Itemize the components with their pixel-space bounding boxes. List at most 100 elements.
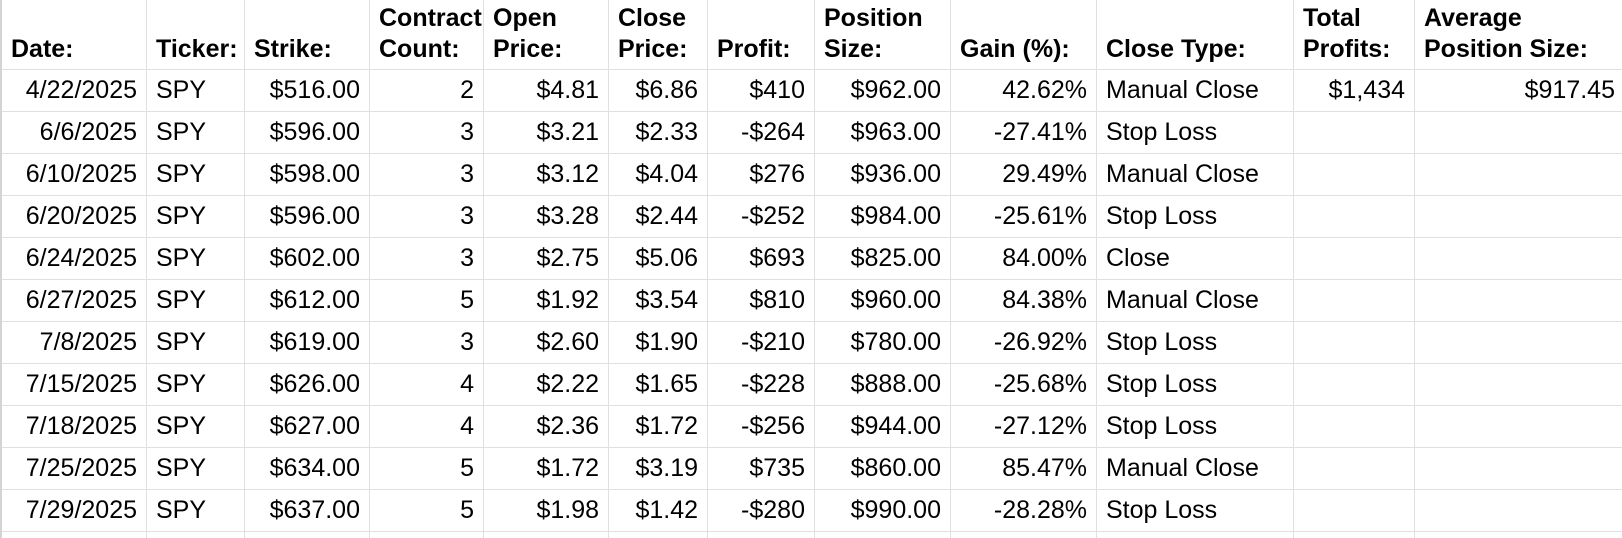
cell-date[interactable]: 7/29/2025 (2, 490, 147, 532)
cell-profit[interactable]: -$228 (708, 364, 815, 406)
cell-position-size[interactable]: $990.00 (815, 490, 951, 532)
empty-cell-position-size[interactable] (815, 532, 951, 538)
cell-close-type[interactable]: Manual Close (1097, 448, 1294, 490)
cell-close-type[interactable]: Stop Loss (1097, 322, 1294, 364)
cell-close-price[interactable]: $1.42 (609, 490, 708, 532)
cell-close-price[interactable]: $3.19 (609, 448, 708, 490)
cell-close-price[interactable]: $2.44 (609, 196, 708, 238)
cell-gain-pct[interactable]: -25.68% (951, 364, 1097, 406)
cell-avg-position-size[interactable] (1415, 280, 1622, 322)
cell-ticker[interactable]: SPY (147, 364, 245, 406)
cell-contract-count[interactable]: 5 (370, 280, 484, 322)
column-header-close-type[interactable]: Close Type: (1097, 0, 1294, 70)
cell-profit[interactable]: -$280 (708, 490, 815, 532)
cell-total-profits[interactable] (1294, 280, 1415, 322)
cell-position-size[interactable]: $963.00 (815, 112, 951, 154)
cell-open-price[interactable]: $2.36 (484, 406, 609, 448)
cell-close-price[interactable]: $1.72 (609, 406, 708, 448)
cell-open-price[interactable]: $2.22 (484, 364, 609, 406)
cell-profit[interactable]: $693 (708, 238, 815, 280)
cell-position-size[interactable]: $860.00 (815, 448, 951, 490)
cell-position-size[interactable]: $825.00 (815, 238, 951, 280)
cell-avg-position-size[interactable] (1415, 196, 1622, 238)
cell-contract-count[interactable]: 3 (370, 322, 484, 364)
cell-gain-pct[interactable]: -25.61% (951, 196, 1097, 238)
empty-cell-profit[interactable] (708, 532, 815, 538)
cell-contract-count[interactable]: 3 (370, 196, 484, 238)
cell-avg-position-size[interactable]: $917.45 (1415, 70, 1622, 112)
cell-date[interactable]: 6/27/2025 (2, 280, 147, 322)
cell-profit[interactable]: $276 (708, 154, 815, 196)
cell-open-price[interactable]: $3.28 (484, 196, 609, 238)
cell-profit[interactable]: $810 (708, 280, 815, 322)
cell-avg-position-size[interactable] (1415, 490, 1622, 532)
empty-cell-avg-position-size[interactable] (1415, 532, 1622, 538)
column-header-profit[interactable]: Profit: (708, 0, 815, 70)
cell-ticker[interactable]: SPY (147, 238, 245, 280)
column-header-open-price[interactable]: Open Price: (484, 0, 609, 70)
cell-total-profits[interactable] (1294, 112, 1415, 154)
cell-close-price[interactable]: $5.06 (609, 238, 708, 280)
cell-profit[interactable]: -$252 (708, 196, 815, 238)
cell-avg-position-size[interactable] (1415, 364, 1622, 406)
cell-open-price[interactable]: $1.72 (484, 448, 609, 490)
cell-date[interactable]: 6/24/2025 (2, 238, 147, 280)
cell-strike[interactable]: $634.00 (245, 448, 370, 490)
cell-date[interactable]: 7/8/2025 (2, 322, 147, 364)
cell-contract-count[interactable]: 3 (370, 238, 484, 280)
cell-date[interactable]: 4/22/2025 (2, 70, 147, 112)
cell-close-price[interactable]: $6.86 (609, 70, 708, 112)
empty-cell-open-price[interactable] (484, 532, 609, 538)
cell-date[interactable]: 6/20/2025 (2, 196, 147, 238)
empty-cell-contract-count[interactable] (370, 532, 484, 538)
cell-strike[interactable]: $612.00 (245, 280, 370, 322)
cell-contract-count[interactable]: 3 (370, 154, 484, 196)
cell-position-size[interactable]: $780.00 (815, 322, 951, 364)
cell-ticker[interactable]: SPY (147, 448, 245, 490)
cell-gain-pct[interactable]: -27.12% (951, 406, 1097, 448)
cell-contract-count[interactable]: 4 (370, 406, 484, 448)
cell-position-size[interactable]: $936.00 (815, 154, 951, 196)
empty-cell-close-price[interactable] (609, 532, 708, 538)
cell-close-price[interactable]: $2.33 (609, 112, 708, 154)
column-header-strike[interactable]: Strike: (245, 0, 370, 70)
empty-cell-date[interactable] (2, 532, 147, 538)
cell-close-type[interactable]: Stop Loss (1097, 406, 1294, 448)
cell-strike[interactable]: $619.00 (245, 322, 370, 364)
cell-close-type[interactable]: Stop Loss (1097, 490, 1294, 532)
cell-contract-count[interactable]: 5 (370, 448, 484, 490)
cell-contract-count[interactable]: 4 (370, 364, 484, 406)
cell-gain-pct[interactable]: -27.41% (951, 112, 1097, 154)
cell-total-profits[interactable] (1294, 238, 1415, 280)
cell-avg-position-size[interactable] (1415, 448, 1622, 490)
column-header-close-price[interactable]: Close Price: (609, 0, 708, 70)
cell-ticker[interactable]: SPY (147, 280, 245, 322)
cell-gain-pct[interactable]: -26.92% (951, 322, 1097, 364)
cell-position-size[interactable]: $962.00 (815, 70, 951, 112)
cell-profit[interactable]: $410 (708, 70, 815, 112)
cell-close-type[interactable]: Manual Close (1097, 154, 1294, 196)
cell-total-profits[interactable] (1294, 322, 1415, 364)
cell-contract-count[interactable]: 3 (370, 112, 484, 154)
cell-contract-count[interactable]: 5 (370, 490, 484, 532)
cell-position-size[interactable]: $984.00 (815, 196, 951, 238)
cell-total-profits[interactable]: $1,434 (1294, 70, 1415, 112)
cell-close-type[interactable]: Stop Loss (1097, 364, 1294, 406)
cell-ticker[interactable]: SPY (147, 154, 245, 196)
empty-cell-total-profits[interactable] (1294, 532, 1415, 538)
cell-ticker[interactable]: SPY (147, 70, 245, 112)
cell-open-price[interactable]: $3.21 (484, 112, 609, 154)
cell-ticker[interactable]: SPY (147, 112, 245, 154)
cell-gain-pct[interactable]: 84.38% (951, 280, 1097, 322)
cell-strike[interactable]: $598.00 (245, 154, 370, 196)
column-header-contract-count[interactable]: Contract Count: (370, 0, 484, 70)
column-header-avg-position-size[interactable]: Average Position Size: (1415, 0, 1622, 70)
cell-ticker[interactable]: SPY (147, 196, 245, 238)
cell-ticker[interactable]: SPY (147, 490, 245, 532)
cell-close-price[interactable]: $1.65 (609, 364, 708, 406)
cell-open-price[interactable]: $1.92 (484, 280, 609, 322)
cell-total-profits[interactable] (1294, 490, 1415, 532)
cell-gain-pct[interactable]: 29.49% (951, 154, 1097, 196)
cell-strike[interactable]: $596.00 (245, 112, 370, 154)
cell-gain-pct[interactable]: 85.47% (951, 448, 1097, 490)
